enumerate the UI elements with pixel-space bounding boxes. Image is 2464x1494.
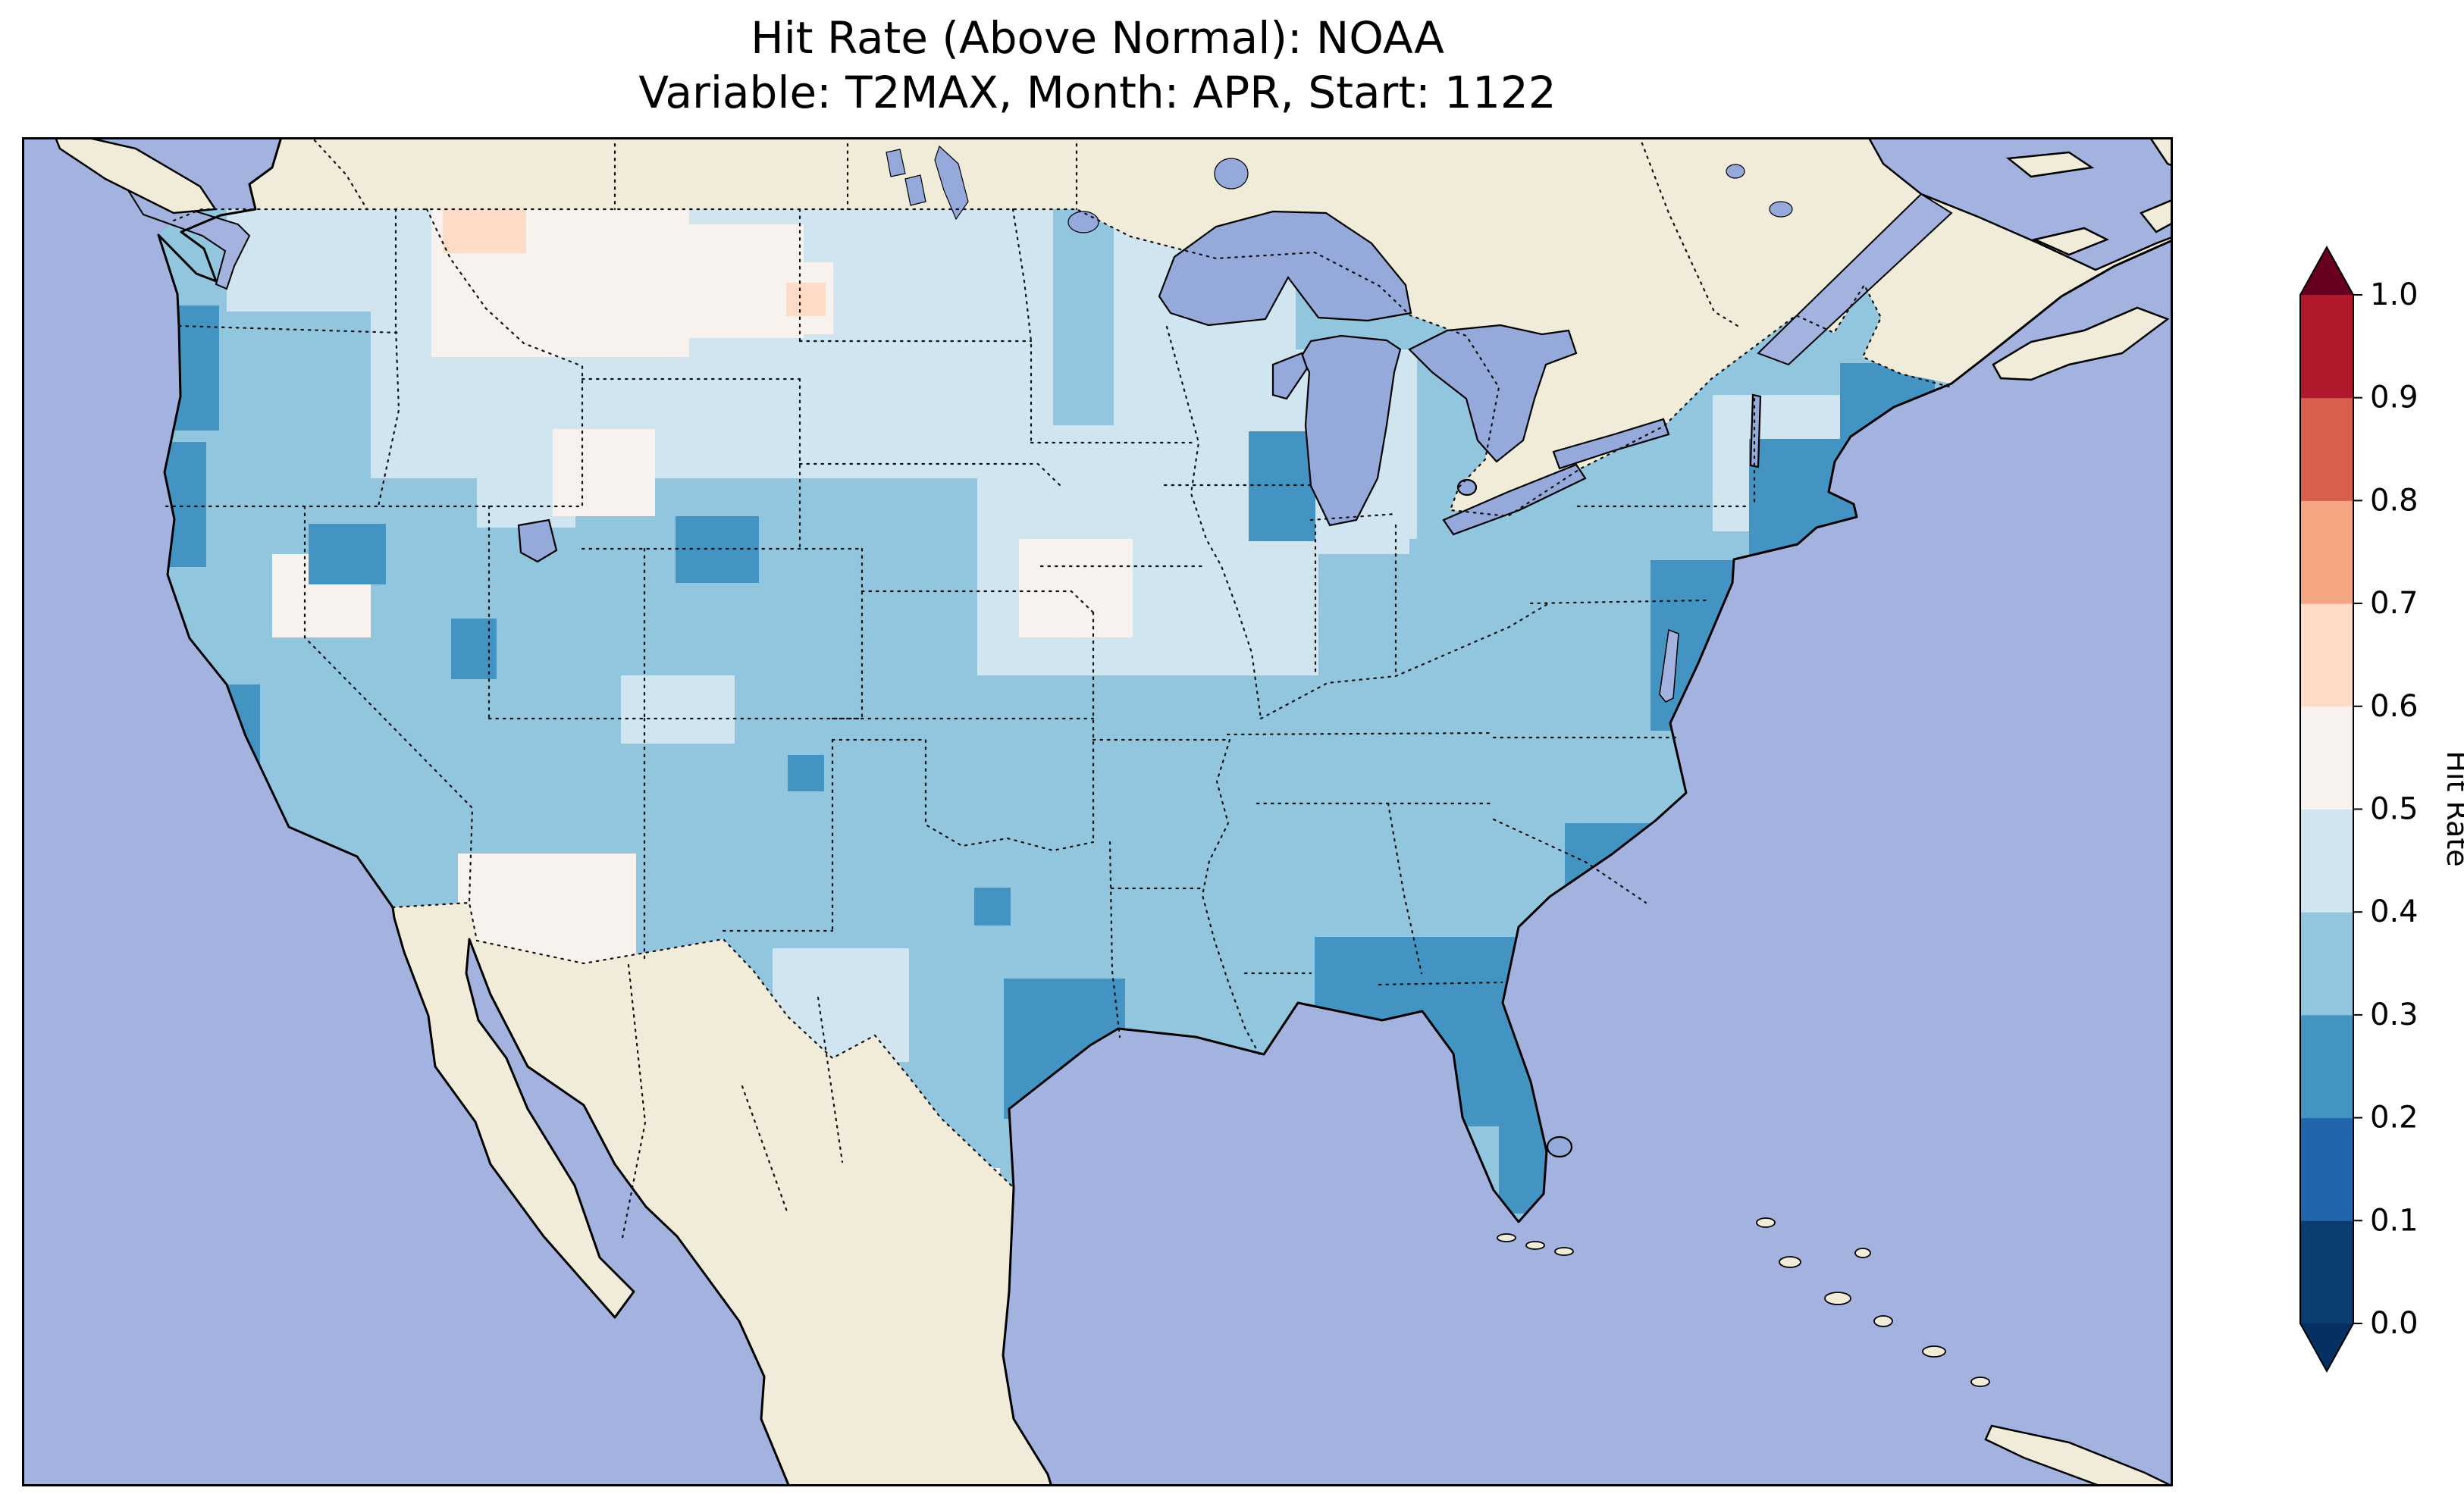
anticosti-island (2005, 151, 2095, 178)
florida-keys (1525, 1241, 1545, 1250)
colorbar-segment (2300, 603, 2353, 707)
lake-huron (1408, 324, 1578, 463)
colorbar-axis-label: Hit Rate (2440, 750, 2464, 866)
hit-rate-grid-cell (309, 524, 386, 584)
quebec-lake (1769, 201, 1793, 218)
lake-winnipeg (934, 145, 969, 221)
vancouver-island (54, 137, 218, 215)
green-bay (1271, 352, 1309, 400)
colorbar-tick-label: 1.0 (2370, 277, 2419, 312)
hit-rate-grid-cell (553, 429, 655, 516)
colorbar-segment (2300, 1014, 2353, 1119)
chesapeake-bay (1659, 628, 1679, 703)
colorbar-tick-label: 0.0 (2370, 1306, 2419, 1341)
hit-rate-grid-cell (1249, 431, 1315, 541)
bahama-island (1854, 1248, 1871, 1258)
newfoundland-corner (2149, 137, 2173, 168)
bahama-island (1824, 1292, 1851, 1305)
florida-keys (1497, 1233, 1516, 1242)
coastlines (157, 137, 2173, 1486)
colorbar-segment (2300, 912, 2353, 1016)
colorbar-segment (2300, 295, 2353, 399)
hit-rate-grid-cell (974, 888, 1011, 926)
colorbar-segment (2300, 397, 2353, 501)
colorbar-segment (2300, 1117, 2353, 1221)
cuba (1984, 1424, 2173, 1486)
us-mexico-border (391, 901, 1015, 1189)
nova-scotia (1992, 306, 2170, 381)
colorbar-segment (2300, 809, 2353, 913)
hit-rate-grid-cell (621, 675, 735, 744)
colorbar-tick-label: 0.8 (2370, 483, 2419, 518)
hit-rate-grid-cell (676, 516, 759, 583)
great-salt-lake (517, 518, 558, 563)
florida-keys (1554, 1247, 1574, 1256)
quebec-lake (1726, 164, 1745, 179)
colorbar-tick-label: 0.1 (2370, 1203, 2419, 1238)
chart-title-line1: Hit Rate (Above Normal): NOAA (751, 12, 1444, 64)
colorbar-tick-label: 0.6 (2370, 689, 2419, 724)
islands (54, 137, 2173, 1486)
chart-title-line2: Variable: T2MAX, Month: APR, Start: 1122 (638, 67, 1556, 118)
conus-hit-rate-map (22, 137, 2173, 1486)
colorbar-segment (2300, 500, 2353, 604)
gulf-atlantic-coastline (1002, 239, 2173, 1486)
bahama-island (1756, 1217, 1776, 1228)
colorbar-tick-label: 0.9 (2370, 381, 2419, 415)
us-state-borders (165, 208, 1756, 1057)
lake-champlain (1749, 393, 1762, 468)
us-canada-border (172, 208, 1953, 518)
hit-rate-grid-cell (788, 755, 824, 791)
hit-rate-grid-cell (227, 209, 378, 312)
pacific-mexico-coastline (157, 137, 791, 1486)
colorbar-tick-label: 0.4 (2370, 894, 2419, 929)
bahama-island (1779, 1256, 1801, 1268)
bahamas-and-keys (1497, 1217, 1990, 1387)
lake-winnipegosis (886, 149, 906, 177)
lake-superior (1158, 210, 1412, 327)
chart-title: Hit Rate (Above Normal): NOAA Variable: … (22, 11, 2173, 120)
bahama-island (1873, 1315, 1893, 1327)
colorbar-segment (2300, 706, 2353, 810)
map-frame (22, 137, 2173, 1486)
colorbar-tick-label: 0.3 (2370, 998, 2419, 1032)
colorbar-tick-label: 0.5 (2370, 792, 2419, 827)
colorbar-tick-label: 0.2 (2370, 1101, 2419, 1135)
borders (165, 137, 1953, 1239)
lake-st-clair (1456, 478, 1478, 496)
colorbar-under-arrow (2300, 1323, 2353, 1371)
strait-juan-de-fuca-puget-sound (126, 189, 251, 290)
colorbar-segment (2300, 1220, 2353, 1324)
lake-manitoba (904, 174, 926, 206)
lake-michigan (1299, 334, 1402, 527)
bahama-island (1970, 1377, 1990, 1387)
bahama-island (1922, 1345, 1946, 1358)
colorbar-tick-label: 0.7 (2370, 586, 2419, 621)
colorbar-segments (2299, 245, 2354, 1373)
colorbar: 0.0 0.1 0.2 0.3 0.4 0.5 0.6 0.7 0.8 0.9 1.0 Hit Ra… (2299, 245, 2464, 1373)
lake-ontario (1552, 418, 1670, 470)
colorbar-over-arrow (2300, 247, 2353, 295)
hit-rate-grid-cell (1019, 539, 1133, 637)
lake-okeechobee (1546, 1135, 1573, 1158)
lake-erie (1442, 463, 1587, 536)
st-lawrence-river (1757, 193, 1953, 366)
great-lakes (517, 210, 1762, 1158)
prince-edward-island (2032, 227, 2110, 256)
lake-nipigon (1214, 158, 1249, 189)
hit-rate-grid-cell (451, 619, 497, 679)
hit-rate-grid-cell (786, 283, 826, 316)
lake-of-the-woods (1067, 211, 1099, 233)
hit-rate-grid-cell (443, 209, 526, 253)
colorbar-ticks: 0.0 0.1 0.2 0.3 0.4 0.5 0.6 0.7 0.8 0.9 1.0 (2353, 277, 2419, 1341)
mexico-state-borders (621, 963, 844, 1239)
